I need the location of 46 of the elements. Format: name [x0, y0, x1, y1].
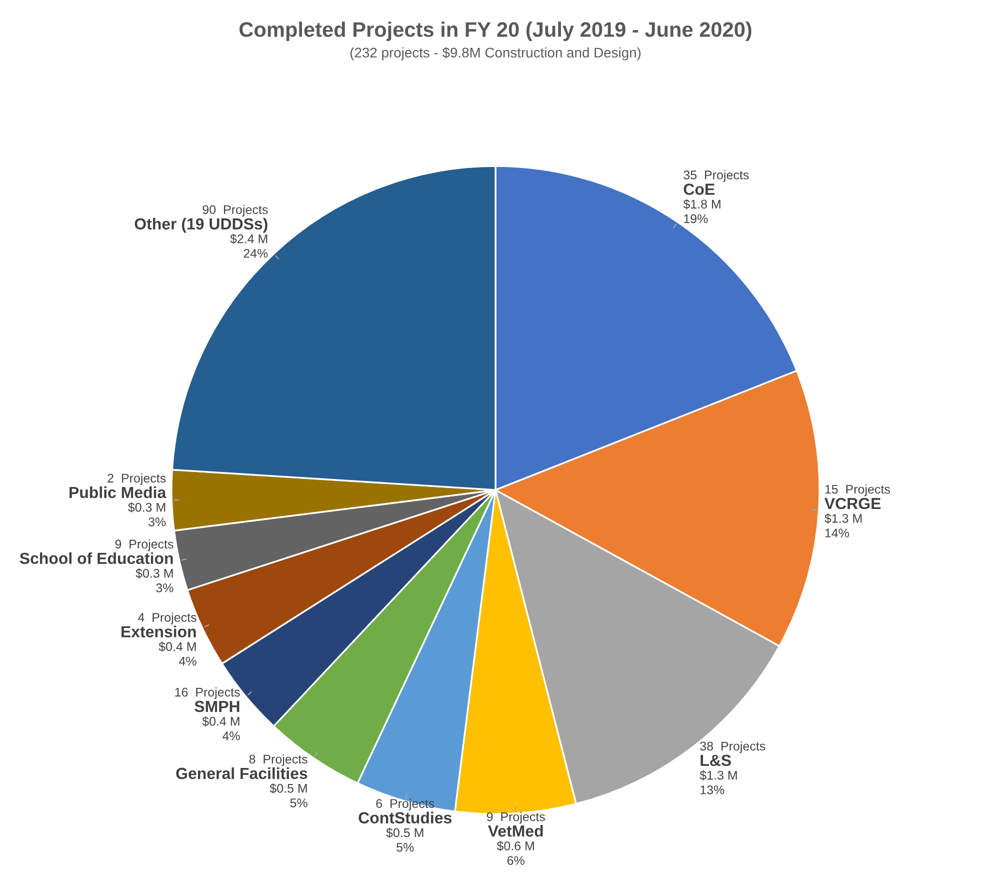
data-label: 14% — [825, 528, 849, 538]
text: $0.5 M — [270, 783, 307, 794]
slice-label: SMPH — [194, 700, 240, 712]
data-label: 5% — [290, 798, 308, 808]
data-label: 19% — [684, 214, 708, 224]
slice-label: Extension — [122, 626, 196, 638]
text: $1.3 M — [824, 513, 862, 524]
text: 8 Projects — [249, 754, 308, 766]
chart-subtitle: (232 projects - $9.8M Construction and Design) — [350, 47, 641, 60]
slice-label: ContStudies — [358, 812, 452, 824]
text: $1.3 M — [700, 770, 737, 780]
data-label: 6% — [507, 856, 524, 865]
slice-label: VetMed — [488, 824, 543, 837]
text: 90 Projects — [202, 204, 268, 217]
text: $0.6 M — [496, 840, 534, 852]
text: $1.8 M — [683, 199, 720, 210]
chart-title: Completed Projects in FY 20 (July 2019 - June 2020) — [240, 22, 752, 42]
data-label: 24% — [244, 248, 268, 258]
text: 15 Projects — [825, 484, 890, 496]
text: 9 Projects — [486, 812, 545, 824]
text: $0.4 M — [158, 642, 196, 652]
data-label: 4% — [222, 732, 240, 740]
text: $2.4 M — [230, 234, 268, 244]
text: 2 Projects — [108, 473, 166, 486]
text: 6 Projects — [376, 798, 434, 810]
text: $0.3 M — [136, 568, 173, 578]
text: $0.4 M — [202, 716, 240, 727]
text: 35 Projects — [684, 170, 749, 182]
slice-label: CoE — [684, 184, 714, 195]
slice-label: L&S — [700, 754, 731, 766]
data-label: 3% — [148, 517, 166, 526]
slice-label: School of Education — [20, 552, 173, 564]
text: $0.3 M — [128, 502, 166, 512]
data-label: 5% — [396, 842, 414, 852]
text: 16 Projects — [175, 687, 240, 700]
data-label: 13% — [700, 785, 724, 794]
slice-label: General Facilities — [176, 767, 308, 780]
text: 4 Projects — [138, 612, 196, 624]
data-label: 3% — [156, 583, 174, 592]
slice-label: Public Media — [70, 486, 166, 498]
slice-label: VCRGE — [824, 498, 881, 510]
data-label: 4% — [179, 656, 196, 666]
text: $0.5 M — [386, 828, 424, 838]
text: 38 Projects — [700, 741, 766, 754]
slice-label: Other (19 UDDSs) — [134, 218, 268, 233]
text: 9 Projects — [115, 539, 174, 551]
